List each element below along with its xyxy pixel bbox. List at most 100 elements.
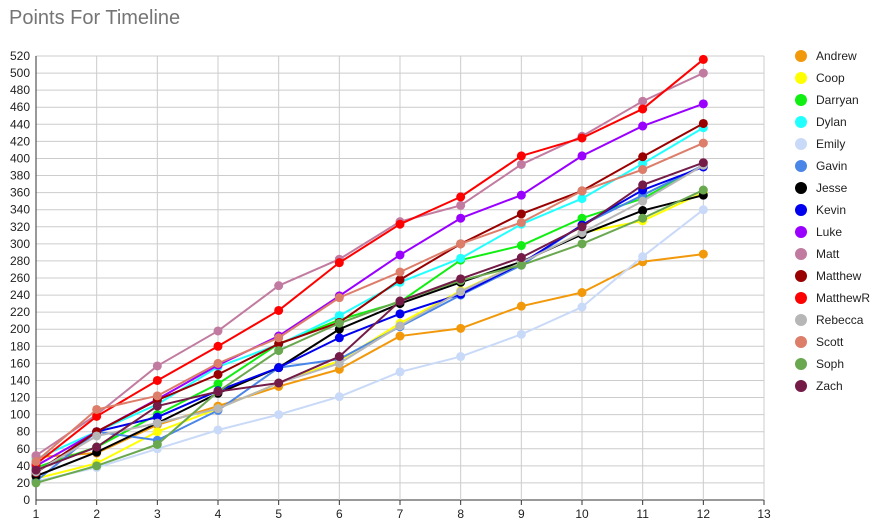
series-line bbox=[35, 161, 704, 472]
data-point bbox=[152, 375, 162, 385]
series-line bbox=[35, 164, 704, 473]
data-point bbox=[456, 274, 466, 284]
data-point bbox=[395, 331, 405, 341]
data-point bbox=[577, 133, 587, 143]
data-point bbox=[698, 158, 708, 168]
data-point bbox=[456, 352, 466, 362]
data-point bbox=[456, 287, 466, 297]
series-layer bbox=[31, 54, 708, 488]
y-tick-label: 300 bbox=[10, 237, 30, 251]
legend-marker bbox=[795, 160, 807, 172]
data-point bbox=[31, 465, 41, 475]
legend-item-scott: Scott bbox=[795, 335, 844, 349]
data-point bbox=[395, 367, 405, 377]
y-tick-label: 440 bbox=[10, 117, 30, 131]
y-tick-label: 520 bbox=[10, 49, 30, 63]
y-tick-label: 200 bbox=[10, 322, 30, 336]
data-point bbox=[456, 213, 466, 223]
data-point bbox=[334, 358, 344, 368]
data-point bbox=[334, 293, 344, 303]
y-tick-label: 120 bbox=[10, 391, 30, 405]
series-line bbox=[35, 189, 704, 484]
data-point bbox=[31, 457, 41, 467]
legend-label: Dylan bbox=[816, 115, 847, 129]
data-point bbox=[274, 305, 284, 315]
data-point bbox=[456, 200, 466, 210]
data-point bbox=[516, 241, 526, 251]
x-tick-label: 3 bbox=[154, 507, 161, 521]
legend-label: Gavin bbox=[816, 159, 847, 173]
data-point bbox=[516, 190, 526, 200]
data-point bbox=[334, 318, 344, 328]
y-tick-label: 500 bbox=[10, 66, 30, 80]
x-tick-label: 6 bbox=[336, 507, 343, 521]
y-tick-label: 420 bbox=[10, 134, 30, 148]
x-tick-label: 12 bbox=[697, 507, 711, 521]
legend-label: Matthew bbox=[816, 269, 862, 283]
x-tick-label: 8 bbox=[457, 507, 464, 521]
data-point bbox=[213, 341, 223, 351]
data-point bbox=[152, 440, 162, 449]
y-tick-label: 460 bbox=[10, 100, 30, 114]
legend-marker bbox=[795, 204, 807, 216]
data-point bbox=[213, 404, 223, 414]
legend-marker bbox=[795, 94, 807, 106]
y-tick-label: 180 bbox=[10, 339, 30, 353]
legend-label: Emily bbox=[816, 137, 845, 151]
data-point bbox=[92, 411, 102, 421]
data-point bbox=[92, 461, 102, 471]
data-point bbox=[516, 329, 526, 339]
series-rebecca bbox=[31, 160, 708, 477]
data-point bbox=[213, 425, 223, 435]
data-point bbox=[334, 333, 344, 343]
data-point bbox=[698, 185, 708, 195]
legend-label: MatthewR bbox=[816, 291, 870, 305]
data-point bbox=[152, 361, 162, 371]
legend-item-andrew: Andrew bbox=[795, 49, 857, 63]
data-point bbox=[698, 68, 708, 78]
data-point bbox=[516, 218, 526, 227]
legend-marker bbox=[795, 292, 807, 304]
data-point bbox=[638, 252, 648, 262]
data-point bbox=[213, 387, 223, 397]
data-point bbox=[456, 239, 466, 249]
legend-item-matthewr: MatthewR bbox=[795, 291, 870, 305]
legend-marker bbox=[795, 270, 807, 282]
data-point bbox=[638, 104, 648, 114]
legend-label: Andrew bbox=[816, 49, 857, 63]
legend-label: Matt bbox=[816, 247, 840, 261]
axis-layer: 0 20 40 60 80 100 120 140 160 180 200 220 240 260 280 3… bbox=[10, 49, 771, 521]
legend-item-darryan: Darryan bbox=[795, 93, 859, 107]
data-point bbox=[698, 138, 708, 148]
data-point bbox=[31, 478, 41, 488]
y-tick-label: 380 bbox=[10, 169, 30, 183]
series-line bbox=[35, 142, 704, 463]
data-point bbox=[577, 302, 587, 312]
series-line bbox=[35, 122, 704, 474]
legend: Andrew Coop Darryan Dylan Emily Gavin Jesse Kev… bbox=[795, 49, 870, 393]
legend-item-soph: Soph bbox=[795, 357, 844, 371]
data-point bbox=[152, 391, 162, 401]
data-point bbox=[213, 369, 223, 379]
data-point bbox=[638, 180, 648, 190]
data-point bbox=[152, 427, 162, 437]
data-point bbox=[577, 213, 587, 223]
data-point bbox=[698, 99, 708, 109]
x-tick-label: 10 bbox=[575, 507, 589, 521]
data-point bbox=[334, 311, 344, 321]
data-point bbox=[274, 363, 284, 373]
y-tick-label: 60 bbox=[17, 442, 31, 456]
y-tick-label: 80 bbox=[17, 425, 31, 439]
data-point bbox=[213, 379, 223, 389]
series-matthewr bbox=[31, 54, 708, 469]
legend-item-matthew: Matthew bbox=[795, 269, 862, 283]
data-point bbox=[638, 165, 648, 175]
data-point bbox=[516, 209, 526, 219]
data-point bbox=[395, 296, 405, 306]
data-point bbox=[698, 118, 708, 128]
data-point bbox=[516, 260, 526, 270]
data-point bbox=[638, 213, 648, 223]
data-point bbox=[577, 288, 587, 298]
legend-item-rebecca: Rebecca bbox=[795, 313, 864, 327]
